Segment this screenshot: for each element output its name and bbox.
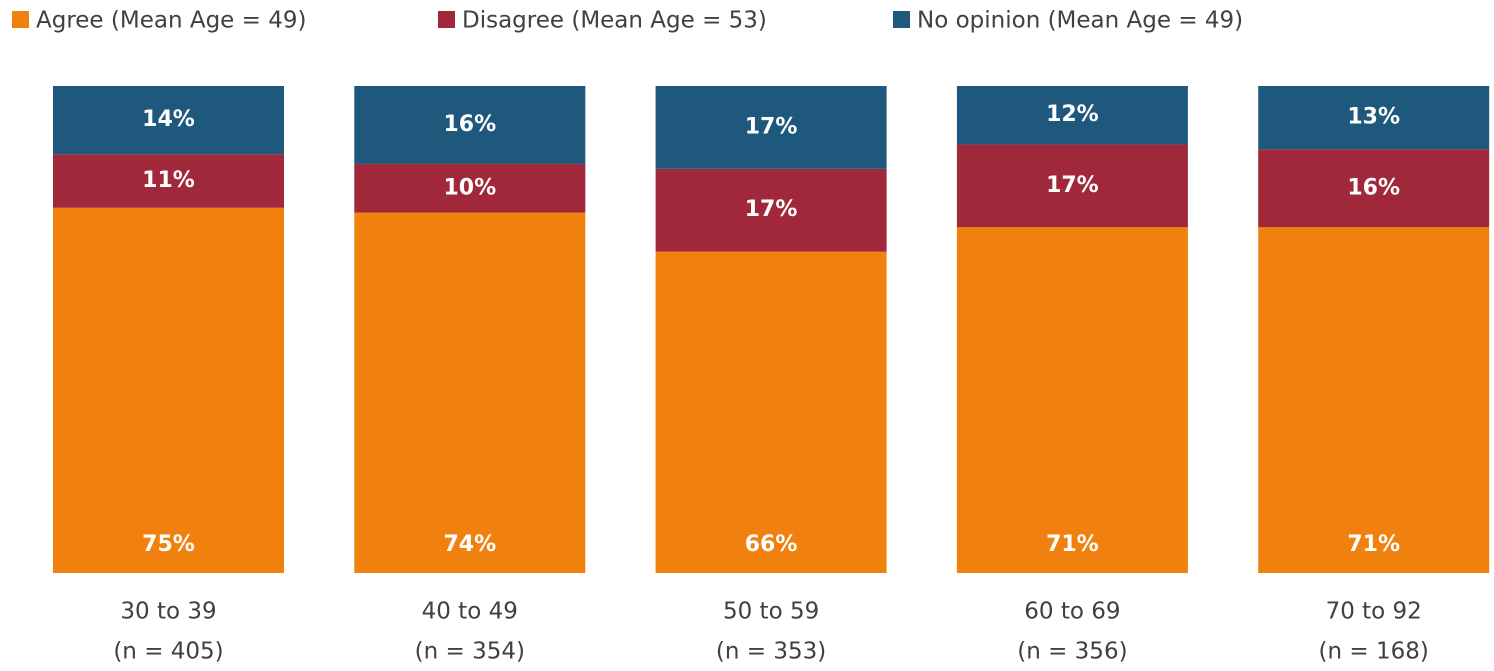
x-tick-label: (n = 168) [1319, 639, 1429, 665]
bar-segment [354, 212, 586, 573]
value-label: 16% [443, 112, 496, 137]
bar-segment [354, 86, 586, 164]
value-label: 74% [443, 532, 496, 557]
x-tick-label: 40 to 49 [422, 599, 518, 625]
bar-segment [354, 163, 586, 213]
value-label: 16% [1347, 175, 1400, 200]
bar-segment [53, 207, 284, 573]
x-tick-label: (n = 405) [113, 639, 223, 665]
value-label: 66% [745, 532, 798, 557]
value-label: 17% [1046, 173, 1099, 198]
legend-label: Disagree (Mean Age = 53) [462, 8, 767, 34]
x-tick-label: (n = 353) [716, 639, 826, 665]
value-label: 17% [745, 197, 798, 222]
value-label: 71% [1046, 532, 1099, 557]
value-label: 11% [142, 168, 195, 193]
value-label: 12% [1046, 102, 1099, 127]
bar-segment [655, 168, 887, 252]
bar-segment [1258, 86, 1490, 150]
x-tick-label: 50 to 59 [723, 599, 819, 625]
legend-swatch [893, 11, 910, 28]
bar-segment [1258, 227, 1490, 574]
bar-segment [956, 86, 1188, 145]
x-tick-label: (n = 356) [1017, 639, 1127, 665]
legend-swatch [438, 11, 455, 28]
value-label: 13% [1347, 105, 1400, 130]
value-label: 14% [142, 107, 195, 132]
x-tick-label: (n = 354) [415, 639, 525, 665]
value-label: 71% [1347, 532, 1400, 557]
value-label: 17% [745, 114, 798, 139]
x-tick-label: 60 to 69 [1024, 599, 1120, 625]
legend-label: Agree (Mean Age = 49) [36, 8, 306, 34]
bar-segment [655, 251, 887, 573]
bar-segment [956, 144, 1188, 228]
bar-segment [1258, 149, 1490, 228]
value-label: 10% [443, 175, 496, 200]
value-label: 75% [142, 532, 195, 557]
bar-segment [53, 154, 284, 208]
x-tick-label: 70 to 92 [1326, 599, 1422, 625]
x-tick-label: 30 to 39 [120, 599, 216, 625]
legend-swatch [12, 11, 29, 28]
bar-segment [53, 86, 284, 155]
bar-segment [655, 86, 887, 169]
bar-segment [956, 227, 1188, 574]
legend-label: No opinion (Mean Age = 49) [917, 8, 1243, 34]
